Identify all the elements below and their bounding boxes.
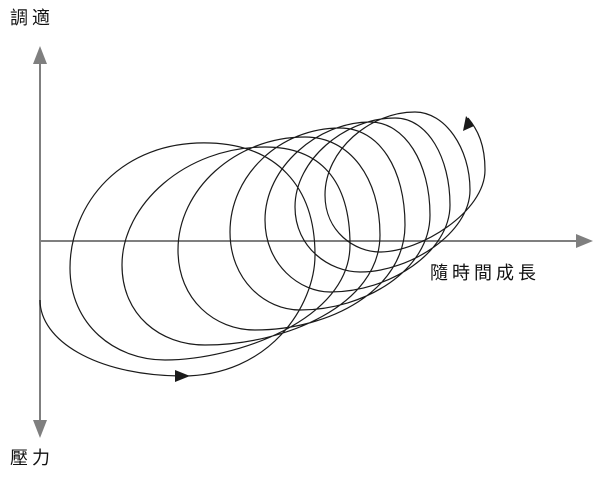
spiral-curve bbox=[39, 111, 486, 377]
spiral-end-arrowhead bbox=[463, 116, 474, 131]
y-axis-positive-label: 調適 bbox=[10, 8, 54, 29]
x-axis-label: 隨時間成長 bbox=[430, 263, 540, 284]
vertical-axis-top-arrow bbox=[33, 46, 47, 64]
vertical-axis-bottom-arrow bbox=[33, 420, 47, 438]
y-axis-negative-label: 壓力 bbox=[10, 448, 54, 469]
spiral-start-arrowhead bbox=[175, 370, 190, 382]
horizontal-axis-right-arrow bbox=[576, 234, 593, 248]
